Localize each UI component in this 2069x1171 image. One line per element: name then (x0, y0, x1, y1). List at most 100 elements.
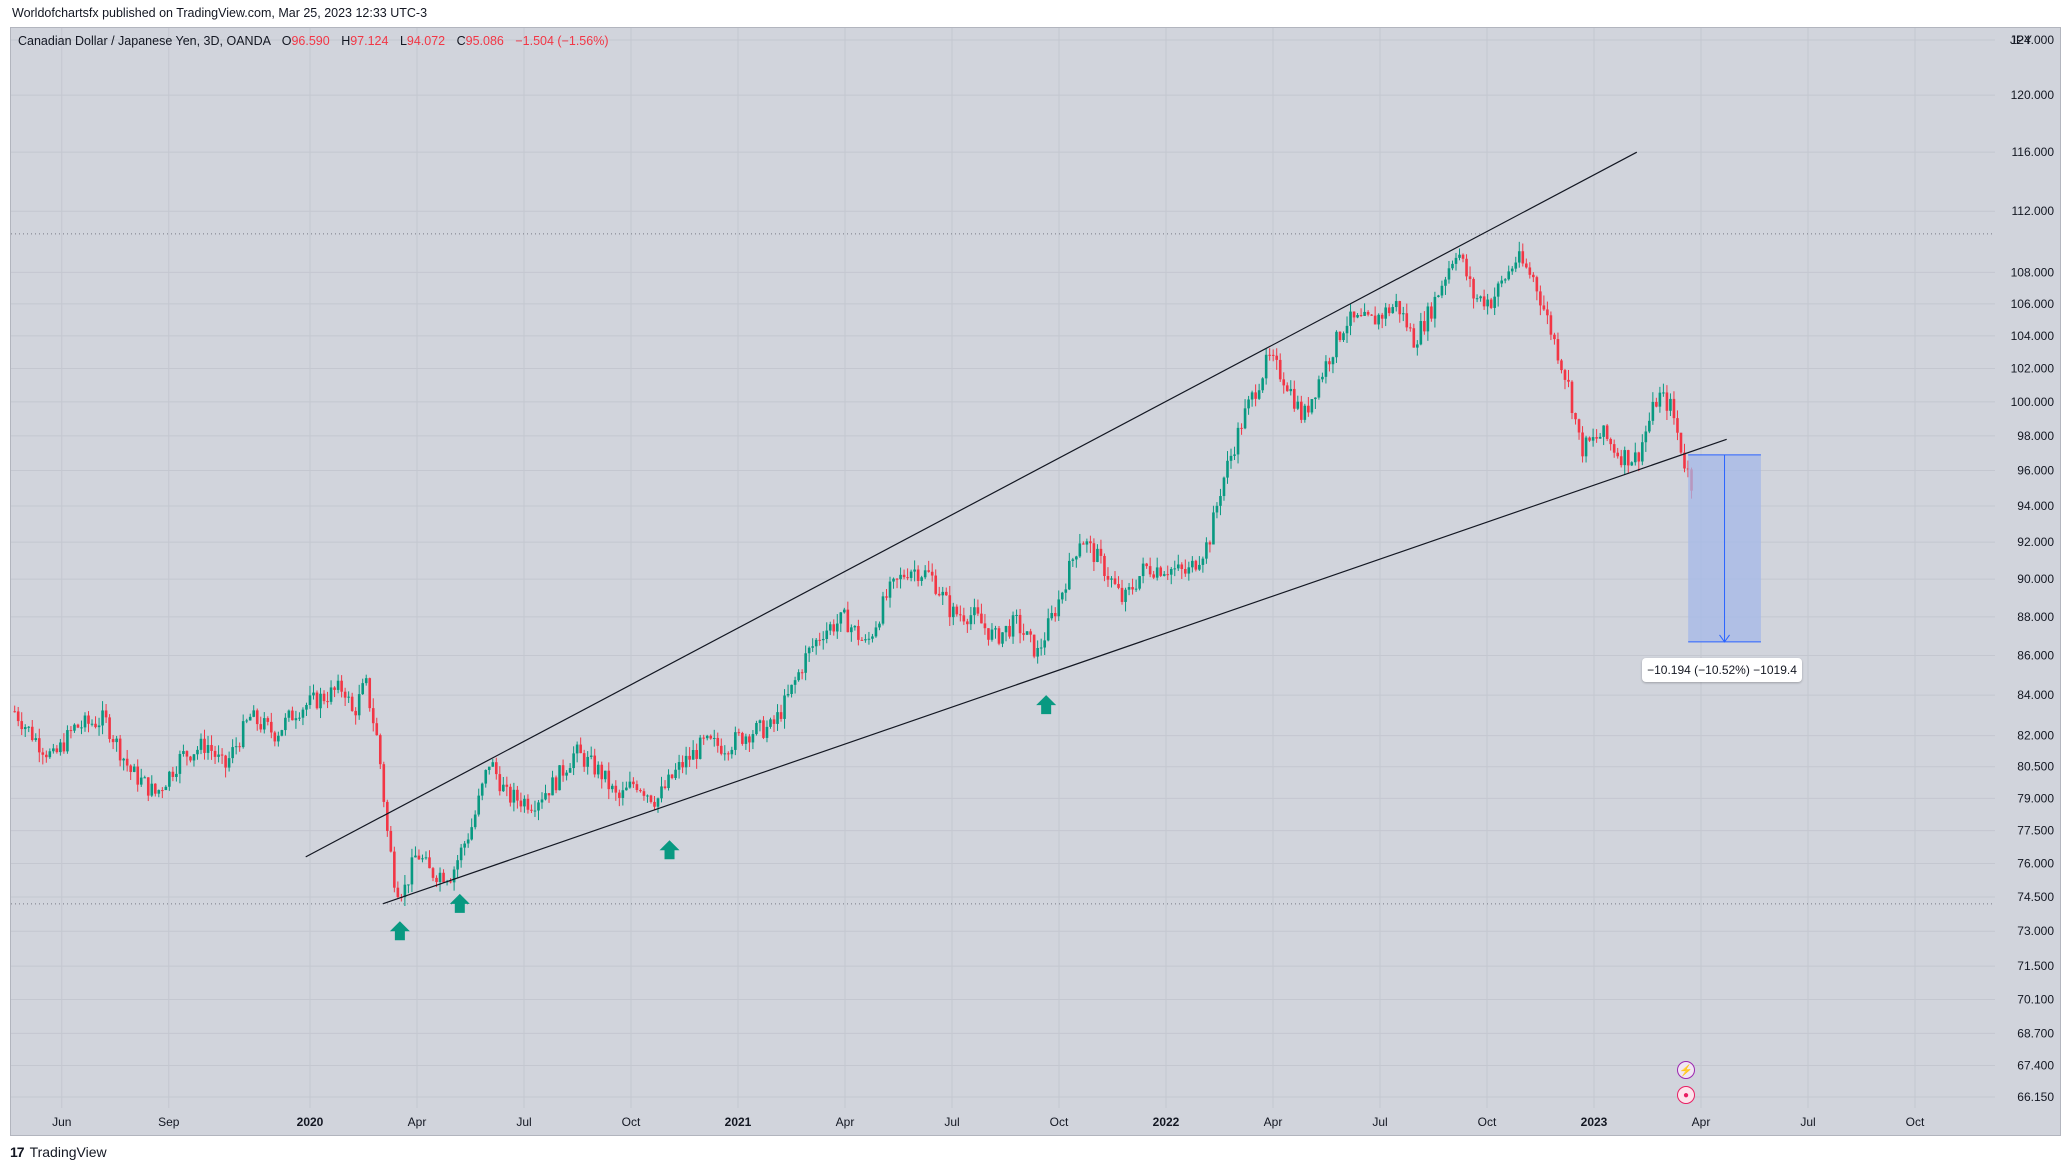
candle-body (969, 615, 973, 625)
candle-body (1598, 436, 1602, 439)
y-tick-label: 76.000 (2017, 857, 2054, 871)
candle-body (97, 725, 101, 728)
candle-body (55, 748, 59, 753)
candle-body (769, 719, 772, 727)
candle-body (37, 738, 41, 753)
candle-body (1096, 548, 1099, 562)
candle-body (83, 715, 87, 728)
candle-body (1549, 315, 1553, 335)
candle-body (1500, 280, 1503, 284)
candle-body (1187, 567, 1191, 574)
candle-body (1619, 456, 1623, 466)
candle-body (1271, 354, 1275, 356)
candle-body (734, 732, 737, 750)
candle-body (1046, 618, 1050, 641)
measure-tool (1688, 454, 1761, 643)
x-tick-label: 2022 (1153, 1115, 1180, 1129)
candle-body (1525, 263, 1528, 268)
candle-body (871, 636, 874, 639)
candle-body (333, 687, 336, 690)
candle-body (1275, 355, 1279, 360)
candle-body (1437, 295, 1440, 297)
record-icon[interactable]: ● (1677, 1086, 1695, 1104)
candle-body (1314, 397, 1317, 400)
candle-body (312, 692, 315, 696)
candle-body (973, 607, 976, 616)
candle-body (1089, 541, 1092, 544)
x-tick-label: Jul (944, 1115, 959, 1129)
candle-body (628, 781, 632, 788)
candle-body (860, 639, 864, 641)
tradingview-brand[interactable]: TradingView (29, 1144, 107, 1160)
horizontal-levels (11, 233, 1995, 905)
candle-body (913, 569, 916, 572)
candle-body (828, 624, 832, 631)
candle-body (1458, 254, 1461, 258)
candle-body (1556, 339, 1560, 361)
candle-body (1430, 306, 1433, 319)
candle-body (217, 754, 220, 757)
candle-body (45, 754, 48, 758)
candle-body (966, 621, 969, 625)
candle-body (66, 730, 69, 752)
candle-body (1191, 560, 1194, 568)
candle-body (76, 724, 80, 728)
candle-body (1032, 634, 1036, 657)
candle-body (182, 751, 185, 754)
tradingview-logo-icon[interactable]: 17 (10, 1144, 25, 1160)
candle-body (575, 744, 579, 754)
candle-body (1503, 279, 1507, 281)
measure-readout: −10.194 (−10.52%) −1019.4 (1642, 658, 1802, 682)
x-tick-label: 2023 (1581, 1115, 1608, 1129)
candle-body (818, 639, 822, 641)
candle-body (1633, 452, 1637, 463)
candle-body (118, 738, 122, 761)
candle-body (329, 687, 333, 702)
candle-body (660, 786, 663, 799)
candle-body (1602, 425, 1605, 437)
y-tick-label: 94.000 (2017, 499, 2054, 513)
candle-body (1479, 296, 1482, 299)
candle-body (505, 784, 509, 787)
candle-body (13, 711, 16, 713)
candle-body (284, 717, 287, 731)
candle-body (786, 693, 790, 696)
candle-body (821, 638, 825, 641)
candle-body (600, 764, 604, 780)
candle-body (537, 802, 540, 811)
candle-body (16, 711, 20, 722)
candle-body (1384, 307, 1387, 319)
candle-body (944, 591, 948, 596)
candle-body (639, 789, 642, 792)
candle-body (459, 847, 463, 861)
candle-body (178, 753, 182, 774)
candle-body (1595, 437, 1598, 439)
candle-body (878, 623, 881, 628)
candle-body (1342, 333, 1345, 341)
candle-body (1328, 361, 1331, 365)
trendlines (305, 151, 1727, 905)
published-by-text: Worldofchartsfx published on TradingView… (12, 6, 428, 20)
candle-body (1679, 432, 1683, 453)
candle-body (1152, 574, 1155, 578)
grid-lines (11, 28, 1995, 1108)
candle-body (551, 777, 554, 796)
candle-body (1004, 625, 1008, 633)
candle-body (298, 717, 301, 719)
candle-body (1352, 311, 1356, 318)
candle-body (846, 609, 850, 633)
candle-body (853, 626, 857, 628)
candle-body (220, 754, 224, 756)
candle-body (294, 718, 298, 721)
candle-body (1345, 325, 1349, 334)
candle-body (470, 827, 473, 840)
candle-body (1542, 305, 1546, 310)
candle-body (347, 696, 350, 698)
candle-body (378, 735, 382, 765)
candle-body (741, 732, 744, 744)
candle-body (1208, 542, 1212, 545)
lightning-icon[interactable]: ⚡ (1677, 1061, 1695, 1079)
y-tick-label: 74.500 (2017, 890, 2054, 904)
candle-body (558, 765, 561, 791)
